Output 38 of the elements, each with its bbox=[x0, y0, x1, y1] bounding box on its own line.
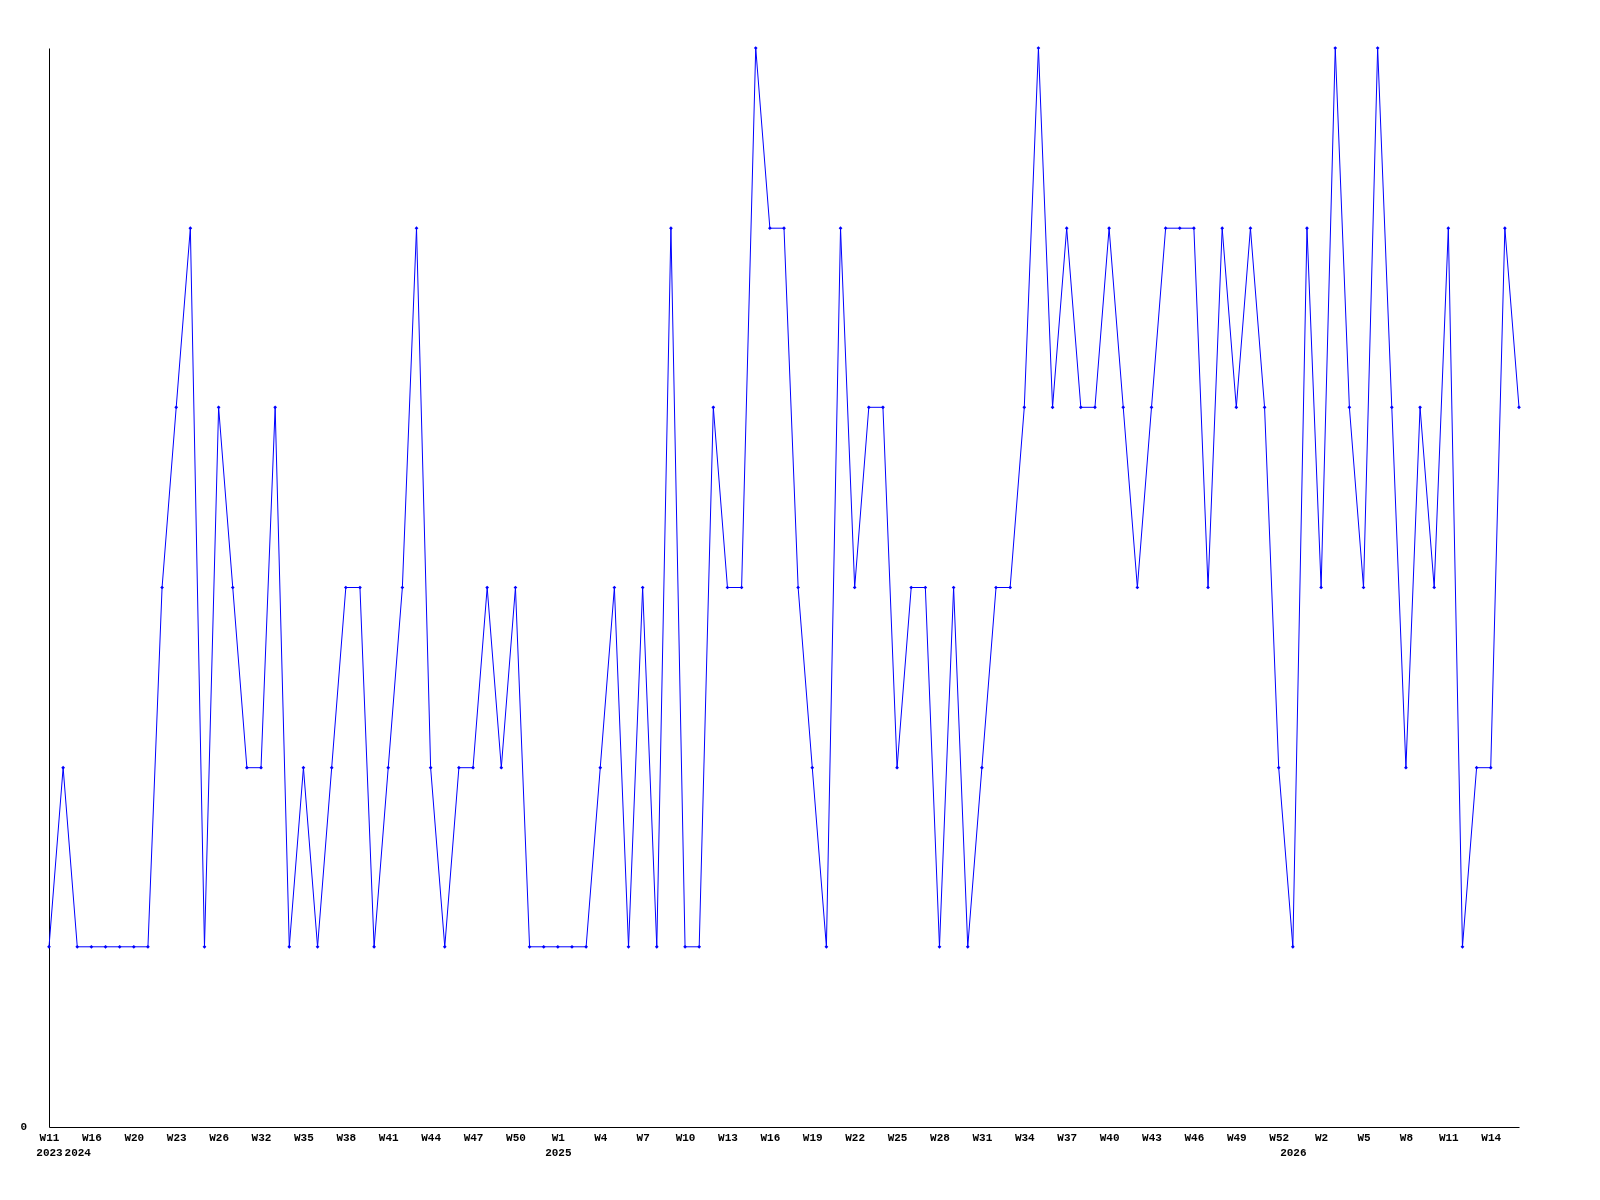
x-tick-label: W10 bbox=[675, 1131, 696, 1144]
x-tick-label: W25 bbox=[887, 1131, 908, 1144]
x-tick-label: W38 bbox=[336, 1131, 357, 1144]
x-tick-label: W52 bbox=[1269, 1131, 1290, 1144]
x-tick-label: W11 bbox=[1438, 1131, 1460, 1144]
text: 0 bbox=[20, 1121, 27, 1133]
x-tick-label: W14 bbox=[1481, 1131, 1502, 1144]
x-tick-label: W11 2023 bbox=[36, 1131, 64, 1159]
x-tick-label: W40 bbox=[1099, 1131, 1120, 1144]
x-tick-label: W1 2025 bbox=[545, 1131, 572, 1159]
x-tick-label: W4 bbox=[594, 1131, 608, 1144]
x-tick-label: W8 bbox=[1399, 1131, 1414, 1144]
x-tick-label: W13 bbox=[718, 1131, 739, 1144]
x-tick-label: W23 bbox=[166, 1131, 188, 1144]
x-tick-label: W16 bbox=[82, 1131, 102, 1144]
x-tick-label: W31 bbox=[972, 1131, 993, 1144]
x-tick-label: W41 bbox=[378, 1131, 400, 1144]
x-tick-label: W43 bbox=[1142, 1131, 1163, 1144]
x-tick-label: W19 bbox=[802, 1131, 823, 1144]
x-tick-label: W46 bbox=[1184, 1131, 1205, 1144]
x-tick-label: W26 bbox=[209, 1131, 230, 1144]
x-tick-label: W47 bbox=[463, 1131, 484, 1144]
x-tick-label: W2 bbox=[1315, 1131, 1329, 1144]
x-tick-label: W49 bbox=[1226, 1131, 1247, 1144]
x-tick-label: W28 bbox=[930, 1131, 951, 1144]
x-tick-label: W7 bbox=[636, 1131, 650, 1144]
x-tick-label: W32 bbox=[251, 1131, 272, 1144]
x-tick-label: W5 bbox=[1357, 1131, 1372, 1144]
x-tick-label: W35 bbox=[294, 1131, 315, 1144]
x-tick-label: W16 bbox=[760, 1131, 781, 1144]
x-tick-label: 2026 bbox=[1280, 1146, 1307, 1159]
x-tick-label: W37 bbox=[1057, 1131, 1078, 1144]
x-tick-label: W34 bbox=[1014, 1131, 1036, 1144]
x-tick-label: W44 bbox=[421, 1131, 442, 1144]
x-tick-label: W22 bbox=[845, 1131, 866, 1144]
x-tick-label: W50 bbox=[506, 1131, 526, 1144]
x-tick-label: W20 bbox=[124, 1131, 145, 1144]
x-tick-label: 2024 bbox=[64, 1146, 92, 1159]
